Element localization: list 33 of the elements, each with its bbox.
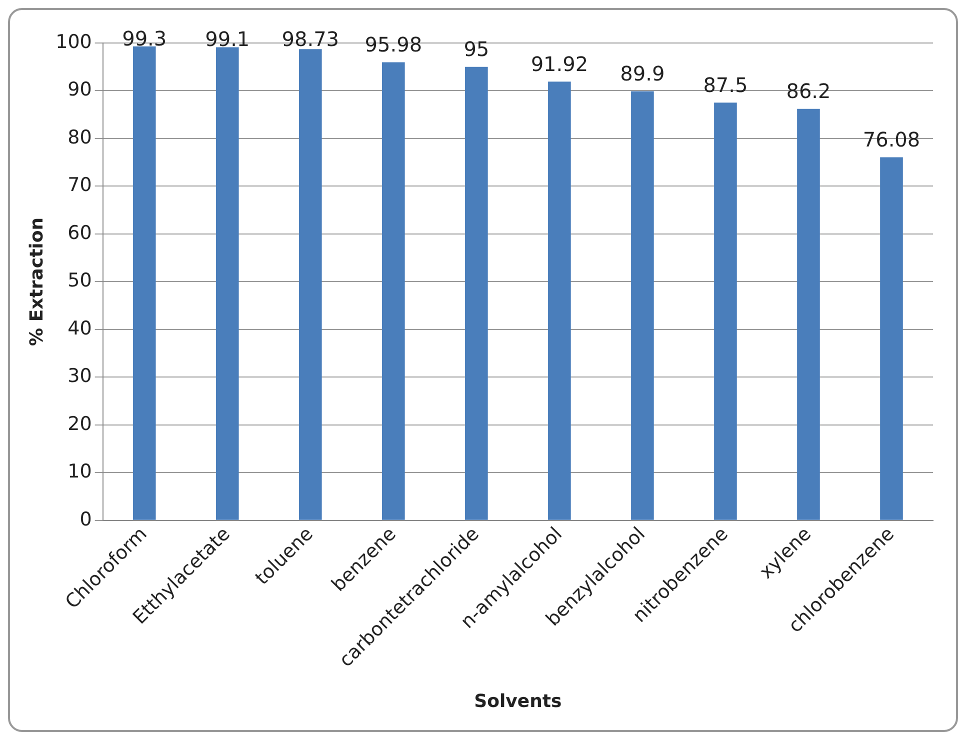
bar <box>132 46 156 520</box>
bar <box>298 49 322 520</box>
y-axis-title: % Extraction <box>26 217 48 346</box>
data-label: 95.98 <box>364 32 422 56</box>
data-label: 87.5 <box>703 72 748 97</box>
bar <box>880 157 903 520</box>
y-tick-label: 80 <box>68 126 92 148</box>
y-tick-label: 0 <box>80 508 92 530</box>
y-tick-label: 50 <box>68 270 92 292</box>
bar <box>631 91 654 520</box>
data-label: 91.92 <box>530 52 588 76</box>
bar <box>216 47 239 520</box>
y-tick-label: 90 <box>68 78 92 101</box>
bar <box>382 62 405 520</box>
y-tick-label: 70 <box>68 174 92 196</box>
data-label: 98.73 <box>282 27 340 52</box>
bar <box>465 66 488 520</box>
y-tick-label: 20 <box>68 412 92 435</box>
data-label: 99.1 <box>205 27 250 52</box>
y-tick-label: 30 <box>68 365 92 388</box>
data-label: 95 <box>464 37 490 62</box>
y-tick-label: 60 <box>68 222 92 244</box>
data-label: 99.3 <box>122 26 167 51</box>
bar <box>548 82 571 520</box>
data-label: 86.2 <box>786 79 831 104</box>
data-label: 89.9 <box>620 61 665 86</box>
data-label: 76.08 <box>862 127 920 152</box>
bar <box>797 108 820 520</box>
y-tick-label: 10 <box>68 460 92 483</box>
x-axis-title: Solvents <box>474 690 562 712</box>
y-tick-label: 40 <box>68 317 92 340</box>
bar <box>714 102 737 520</box>
y-tick-label: 100 <box>56 30 92 53</box>
